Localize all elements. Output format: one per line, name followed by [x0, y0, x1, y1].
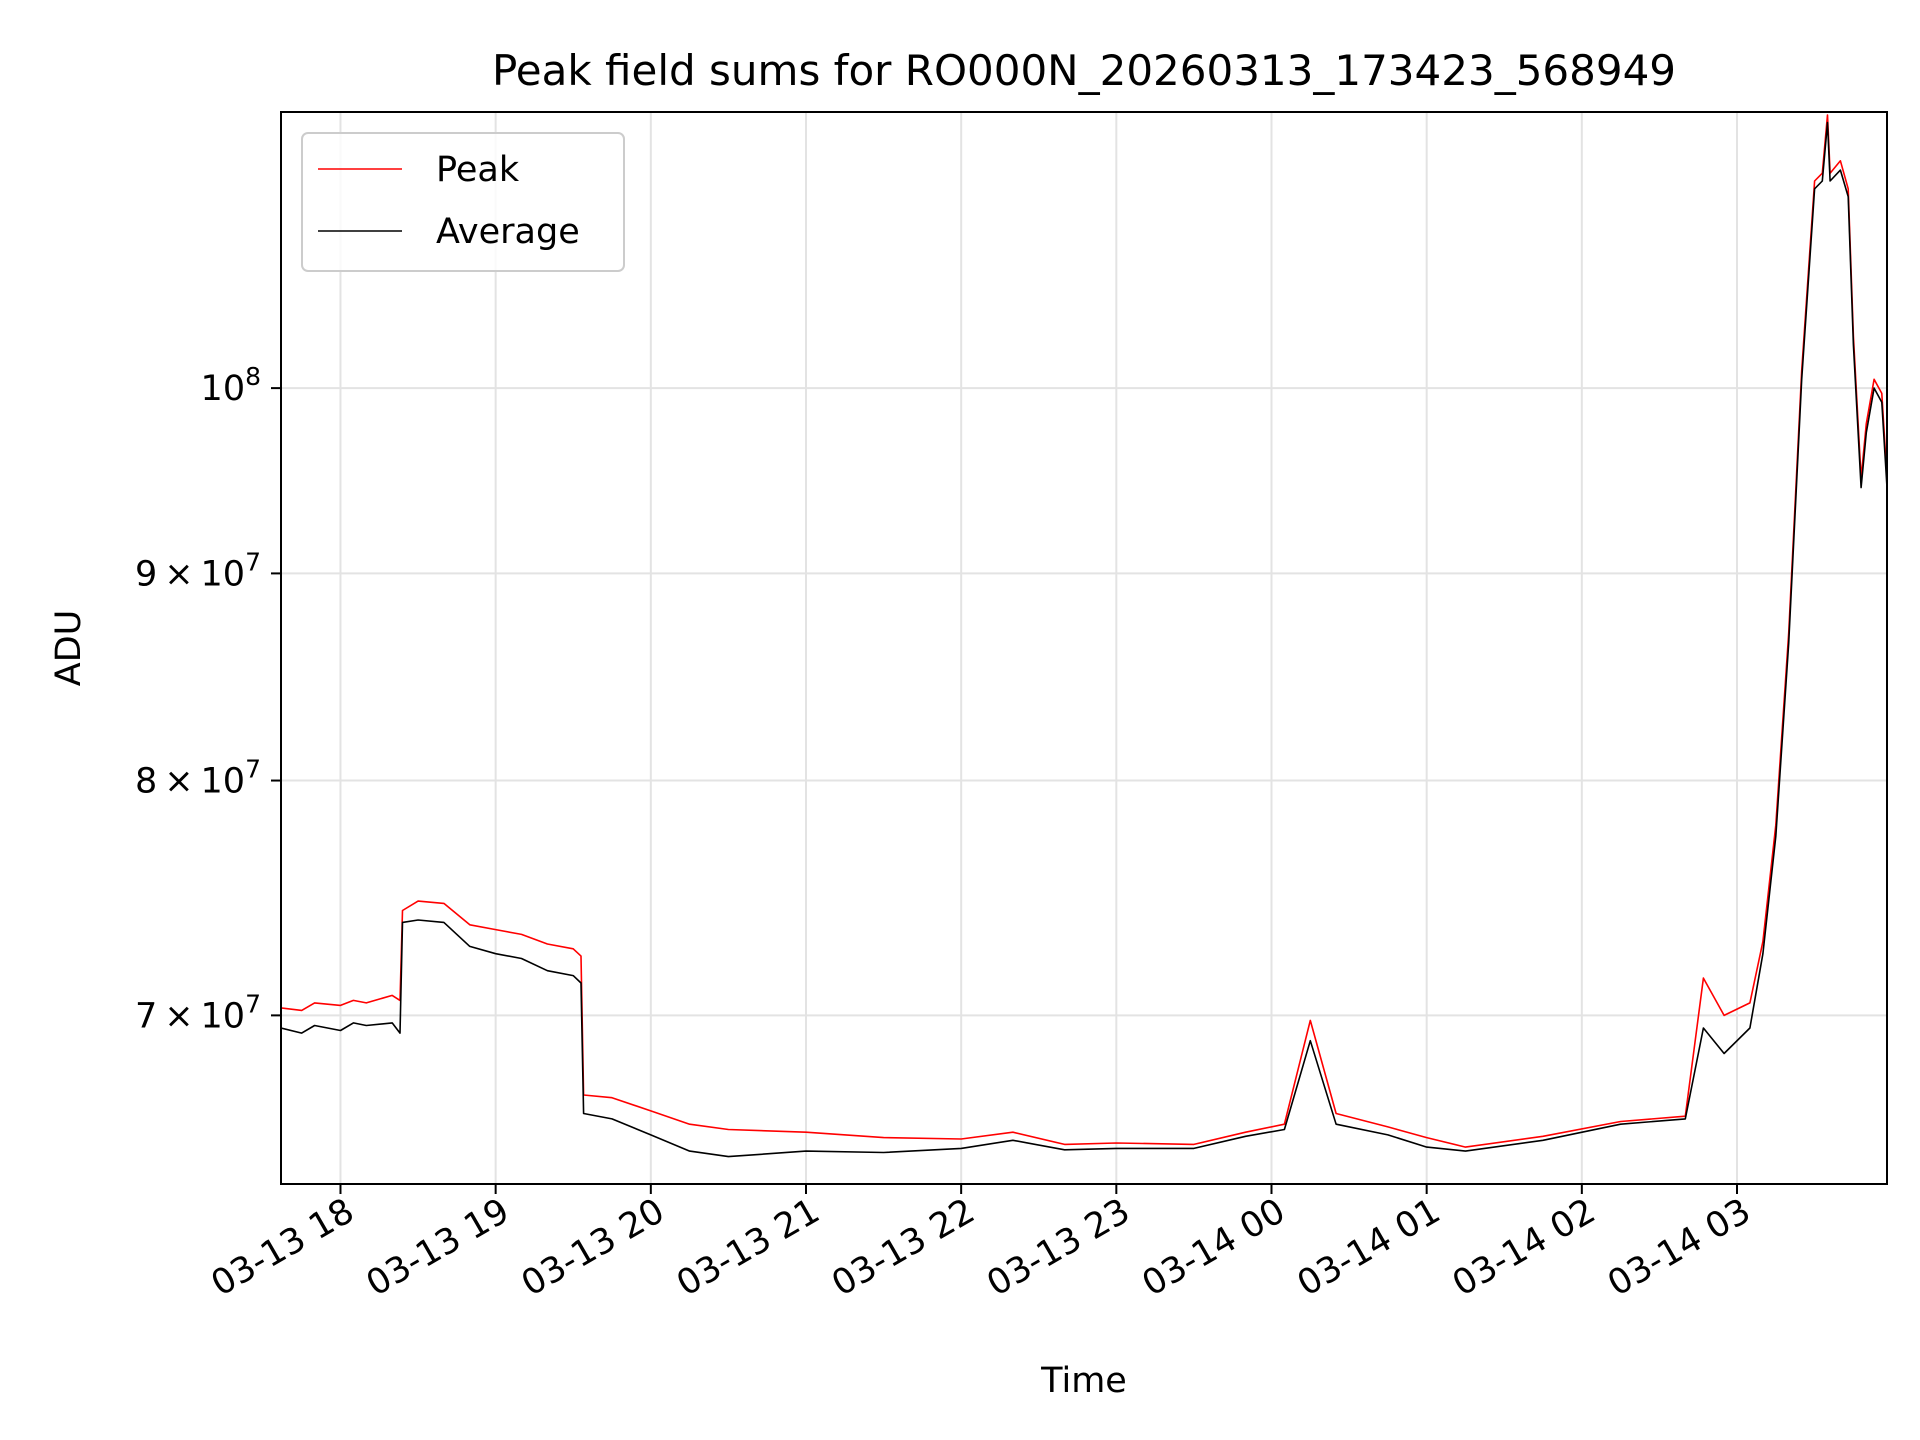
y-tick-label: 9 × 107 [135, 547, 261, 594]
y-tick-label: 108 [201, 362, 261, 409]
legend-label-average: Average [436, 212, 580, 252]
legend-box [301, 132, 625, 272]
legend: Peak Average [301, 132, 625, 272]
y-axis-label: ADU [49, 610, 89, 687]
y-axis: 7 × 107 8 × 107 9 × 107 108 [135, 362, 281, 1036]
legend-label-peak: Peak [436, 150, 520, 190]
series-layer [281, 114, 1887, 1158]
chart-title: Peak field sums for RO000N_20260313_1734… [492, 46, 1676, 95]
x-axis-label: Time [1040, 1361, 1127, 1401]
plot-frame [280, 111, 1888, 1185]
y-tick-label: 7 × 107 [135, 989, 261, 1036]
grid [281, 112, 1887, 1184]
y-tick-label: 8 × 107 [135, 755, 261, 802]
series-line-average [281, 121, 1887, 1158]
